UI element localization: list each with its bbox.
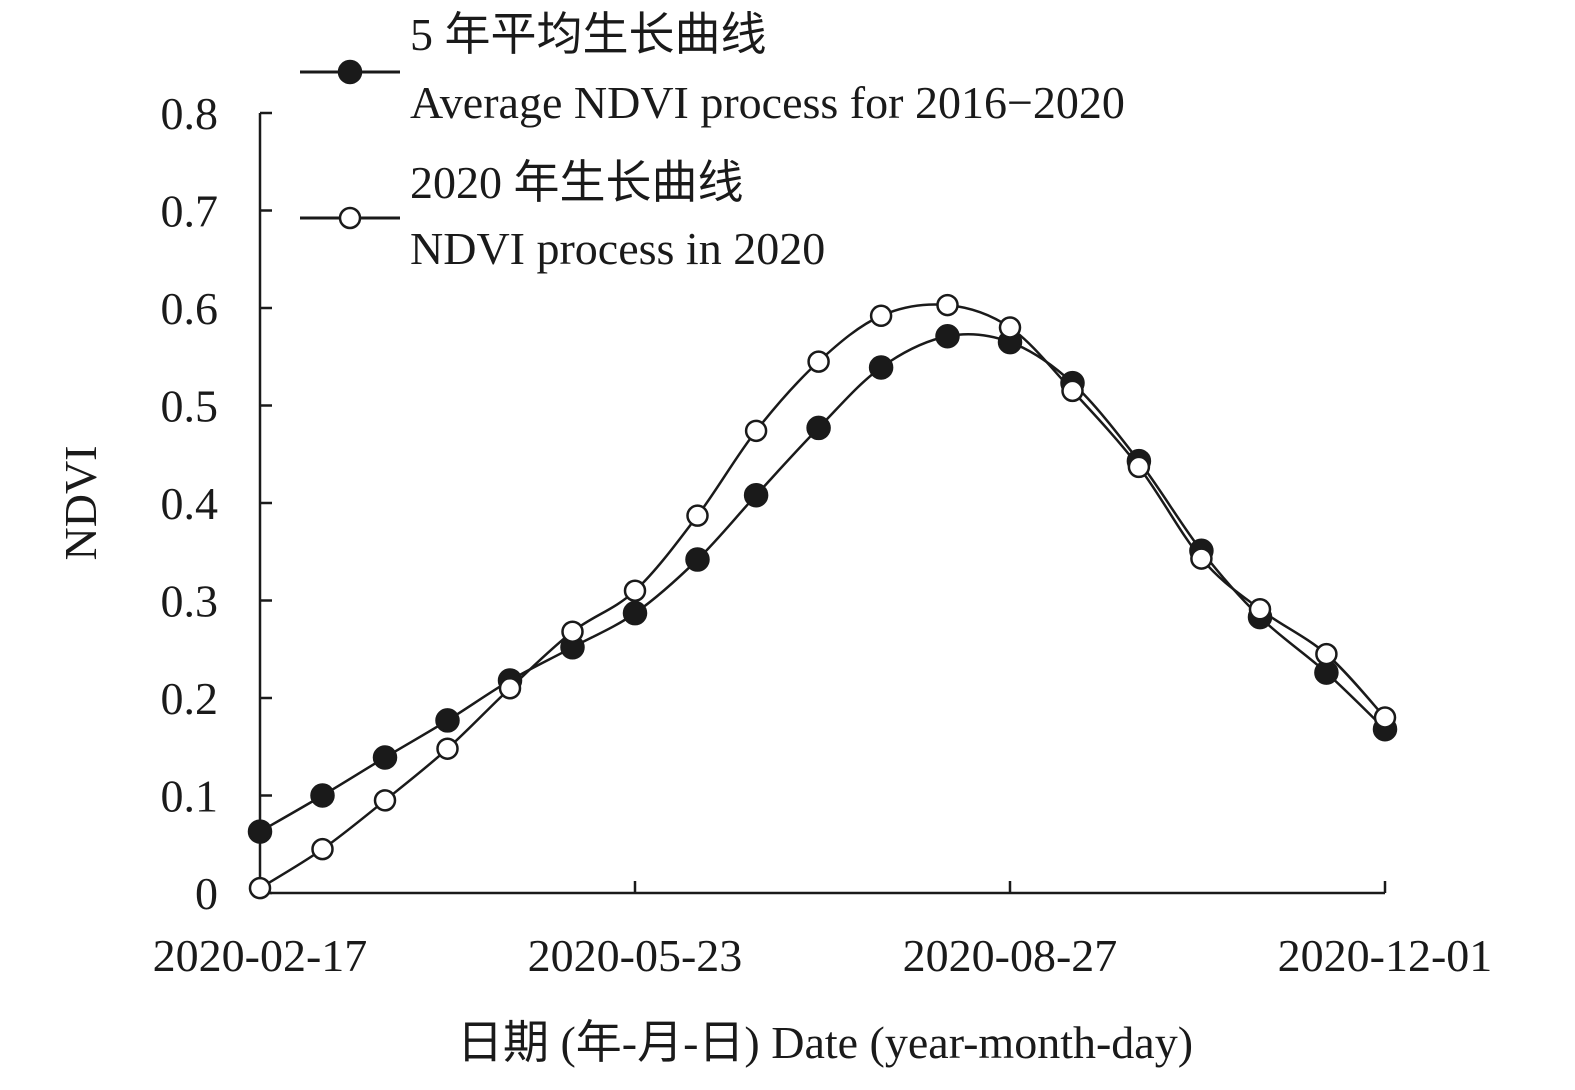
point-average-2016-2020 [868, 355, 894, 380]
y-tick-label: 0.2 [161, 673, 219, 724]
point-ndvi-2020 [436, 737, 459, 760]
legend-label-average-cn: 5 年平均生长曲线 [410, 9, 767, 60]
point-ndvi-2020 [248, 876, 272, 900]
legend-marker-2020 [338, 206, 362, 230]
point-ndvi-2020 [807, 350, 830, 373]
point-ndvi-2020 [1127, 455, 1151, 479]
x-axis-title: 日期 (年-月-日) Date (year-month-day) [457, 1017, 1193, 1068]
series-line-average-2016-2020 [259, 332, 1386, 833]
axes: 0 0.1 0.2 0.3 0.4 0.5 0.6 0.7 0.8 2020-02-17 2020-… [153, 88, 1493, 981]
legend-marker-average [337, 59, 363, 85]
series-line-ndvi-2020 [259, 303, 1386, 890]
point-ndvi-2020 [311, 837, 334, 861]
point-average-2016-2020 [685, 547, 710, 572]
point-average-2016-2020 [310, 783, 335, 808]
point-average-2016-2020 [622, 600, 648, 626]
point-average-2016-2020 [743, 482, 769, 508]
x-tick-label: 2020-02-17 [153, 930, 368, 981]
y-tick-label: 0 [195, 868, 218, 919]
point-average-2016-2020 [435, 708, 460, 733]
point-ndvi-2020 [498, 677, 522, 700]
point-ndvi-2020 [1061, 379, 1084, 403]
y-tick-label: 0.4 [161, 478, 219, 529]
legend-label-2020-en: NDVI process in 2020 [410, 223, 825, 274]
series-layer [247, 293, 1398, 900]
legend-label-2020-cn: 2020 年生长曲线 [410, 157, 744, 208]
point-average-2016-2020 [935, 324, 960, 349]
point-ndvi-2020 [1315, 642, 1338, 666]
y-tick-label: 0.1 [161, 771, 219, 822]
y-tick-label: 0.8 [161, 88, 219, 139]
point-ndvi-2020 [869, 304, 893, 328]
point-ndvi-2020 [1248, 598, 1272, 621]
point-ndvi-2020 [1373, 706, 1397, 729]
y-axis-title: NDVI [55, 446, 106, 561]
x-tick-label: 2020-08-27 [903, 930, 1118, 981]
point-average-2016-2020 [247, 819, 273, 844]
point-ndvi-2020 [998, 316, 1022, 339]
point-average-2016-2020 [372, 745, 398, 770]
legend: 5 年平均生长曲线 Average NDVI process for 2016−… [300, 9, 1125, 274]
x-tick-label: 2020-12-01 [1278, 930, 1493, 981]
point-ndvi-2020 [686, 504, 709, 527]
y-tick-label: 0.3 [161, 576, 219, 627]
point-ndvi-2020 [373, 789, 397, 812]
point-ndvi-2020 [936, 293, 959, 317]
x-tick-label: 2020-05-23 [528, 930, 743, 981]
y-tick-label: 0.7 [161, 186, 219, 237]
y-tick-label: 0.5 [161, 381, 219, 432]
point-ndvi-2020 [623, 579, 647, 602]
legend-label-average-en: Average NDVI process for 2016−2020 [410, 77, 1125, 128]
point-average-2016-2020 [806, 415, 831, 441]
y-tick-label: 0.6 [161, 283, 219, 334]
point-ndvi-2020 [1190, 547, 1213, 570]
point-ndvi-2020 [744, 419, 768, 443]
point-ndvi-2020 [561, 620, 584, 643]
